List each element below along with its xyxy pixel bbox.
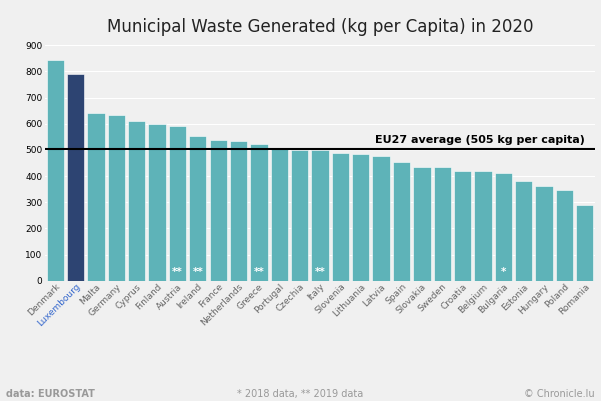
Bar	[87, 113, 105, 281]
Bar	[373, 156, 390, 281]
Bar	[495, 174, 512, 281]
Bar	[189, 136, 207, 281]
Text: EU27 average (505 kg per capita): EU27 average (505 kg per capita)	[375, 136, 585, 146]
Bar	[128, 122, 145, 281]
Bar	[454, 171, 471, 281]
Bar	[230, 141, 247, 281]
Text: **: **	[315, 267, 325, 277]
Bar	[556, 190, 573, 281]
Bar	[291, 150, 308, 281]
Bar	[535, 186, 553, 281]
Bar	[270, 148, 288, 281]
Bar	[474, 171, 492, 281]
Text: *: *	[501, 267, 506, 277]
Bar	[108, 115, 125, 281]
Bar	[393, 162, 410, 281]
Bar	[148, 124, 166, 281]
Title: Municipal Waste Generated (kg per Capita) in 2020: Municipal Waste Generated (kg per Capita…	[107, 18, 533, 36]
Bar	[576, 205, 593, 281]
Bar	[250, 144, 267, 281]
Bar	[311, 150, 329, 281]
Bar	[413, 167, 430, 281]
Bar	[352, 154, 370, 281]
Bar	[47, 60, 64, 281]
Bar	[433, 168, 451, 281]
Bar	[332, 153, 349, 281]
Text: © Chronicle.lu: © Chronicle.lu	[524, 389, 595, 399]
Bar	[210, 140, 227, 281]
Bar	[515, 180, 532, 281]
Bar	[67, 74, 84, 281]
Text: data: EUROSTAT: data: EUROSTAT	[6, 389, 95, 399]
Text: * 2018 data, ** 2019 data: * 2018 data, ** 2019 data	[237, 389, 364, 399]
Text: **: **	[172, 267, 183, 277]
Bar	[169, 126, 186, 281]
Text: **: **	[192, 267, 203, 277]
Text: **: **	[254, 267, 264, 277]
